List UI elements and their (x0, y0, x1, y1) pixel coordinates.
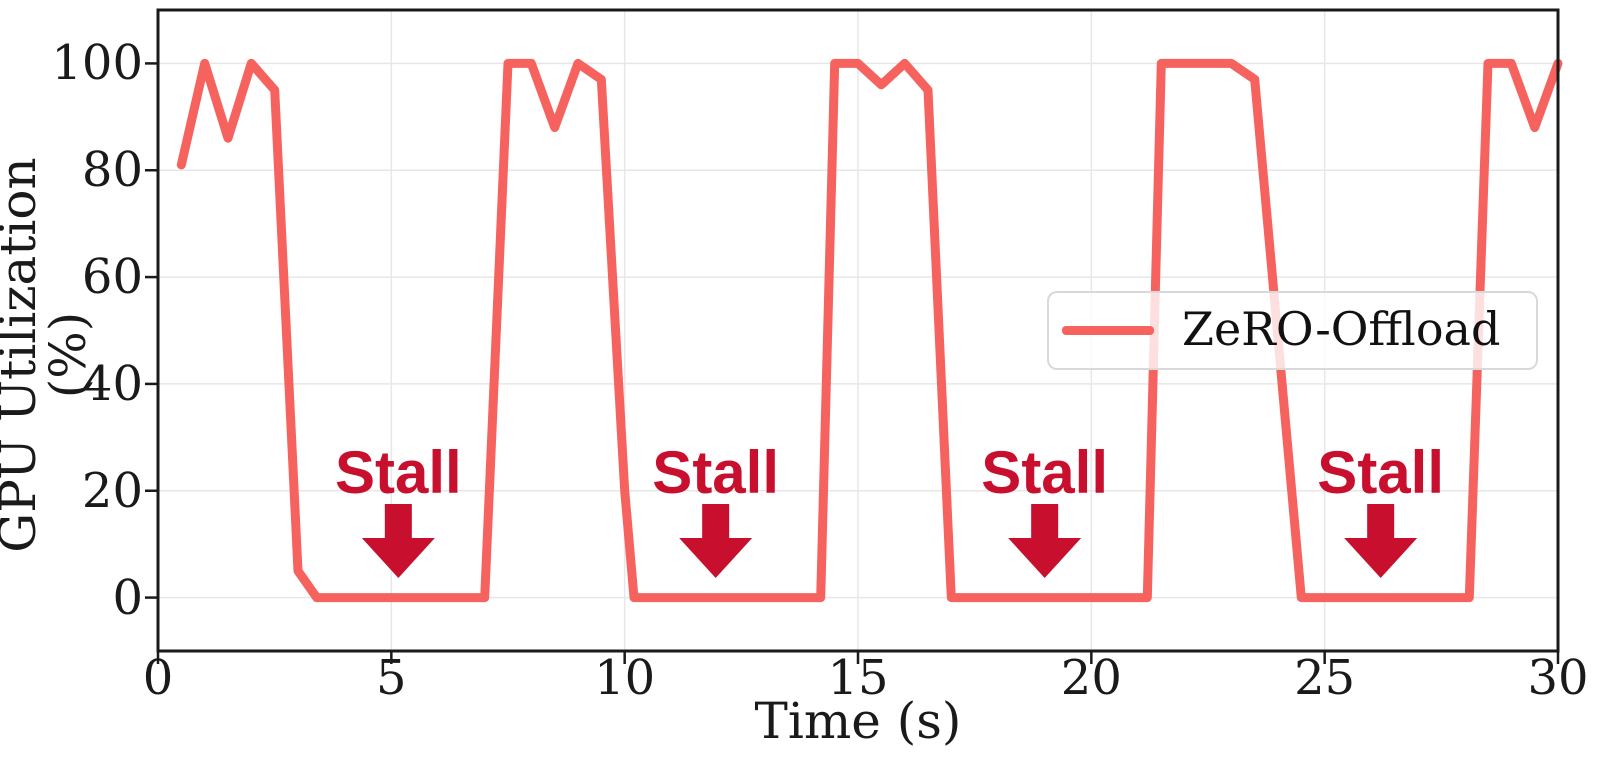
plot-frame (156, 8, 1560, 653)
legend-line-sample-icon (1062, 326, 1154, 335)
x-tick-label: 30 (1527, 650, 1589, 706)
x-tick-label: 20 (1060, 650, 1122, 706)
y-tick-label: 80 (81, 142, 143, 199)
stall-label: Stall (1317, 439, 1444, 506)
x-axis-label: Time (s) (754, 692, 962, 750)
x-tick-label: 25 (1294, 650, 1356, 706)
x-tick-label: 10 (594, 650, 656, 706)
stall-label: Stall (335, 439, 462, 506)
stall-label: Stall (652, 439, 779, 506)
x-tick-label: 15 (827, 650, 889, 706)
y-tick-label: 60 (81, 249, 143, 306)
legend-label: ZeRO-Offload (1182, 301, 1501, 356)
stall-down-arrow-icon (679, 504, 753, 578)
stall-down-arrow-icon (1008, 504, 1082, 578)
x-tick-label: 0 (142, 650, 174, 706)
stall-down-arrow-icon (361, 504, 435, 578)
legend: ZeRO-Offload (1047, 291, 1538, 370)
y-tick-label: 20 (81, 462, 143, 519)
y-tick-label: 40 (81, 355, 143, 412)
y-tick-label: 0 (112, 569, 143, 626)
stall-label: Stall (981, 439, 1108, 506)
y-tick-label: 100 (51, 35, 143, 92)
series-line-zero-offload (176, 58, 1563, 603)
stall-down-arrow-icon (1344, 504, 1418, 578)
x-tick-label: 5 (376, 650, 407, 706)
